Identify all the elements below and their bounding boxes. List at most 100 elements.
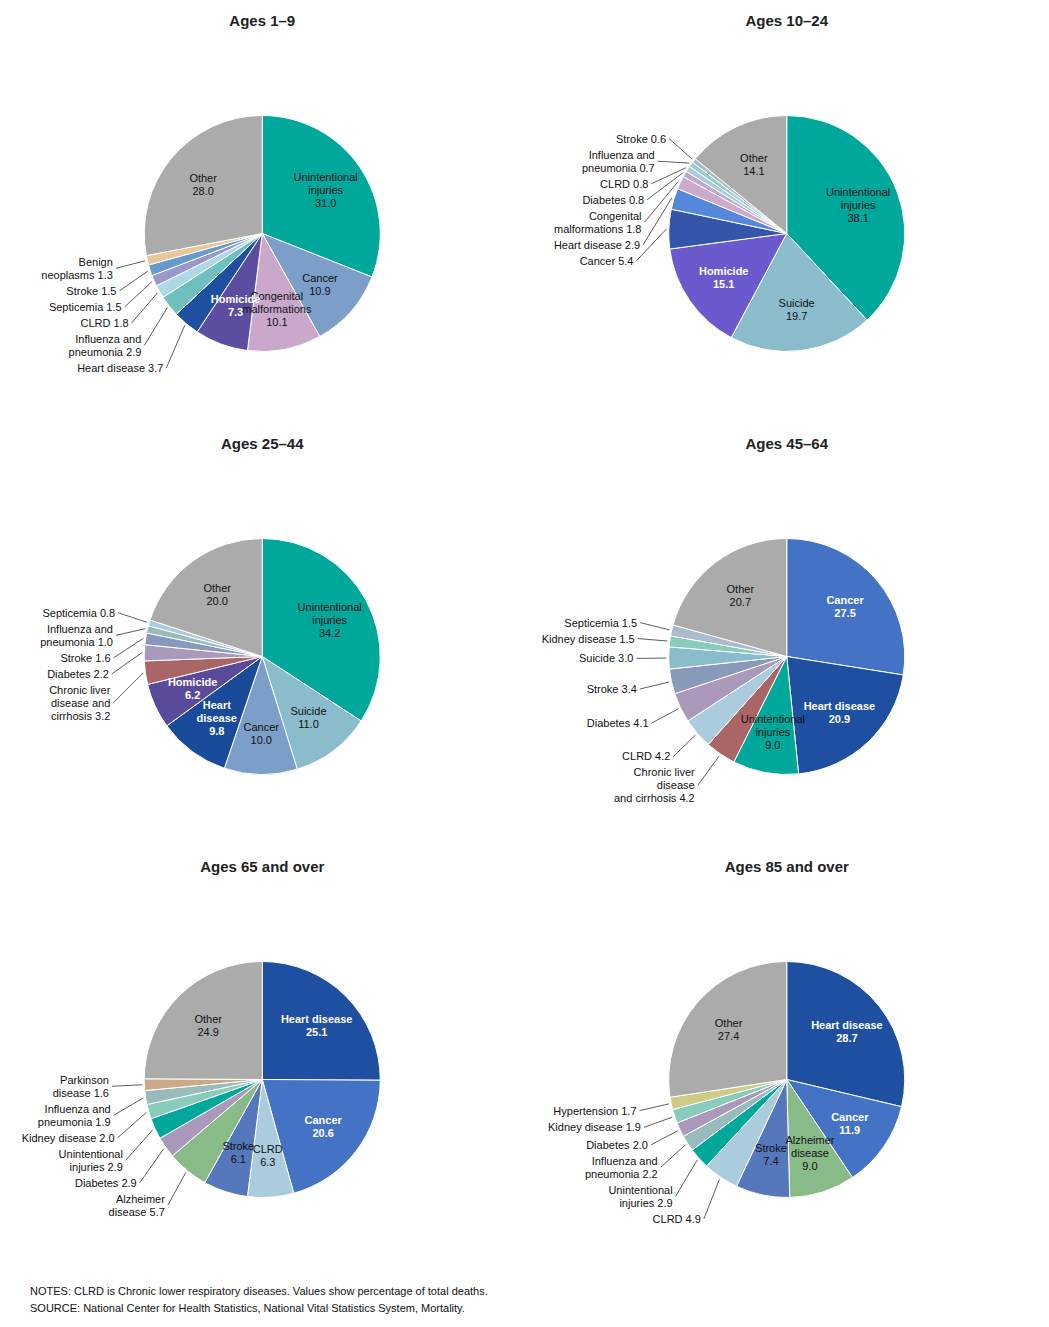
outside-label: CLRD 1.8 xyxy=(80,317,128,329)
leader-line xyxy=(114,1098,144,1115)
label-value: 7.3 xyxy=(228,306,243,318)
label-value: 3.7 xyxy=(145,362,163,374)
label-name: CLRD xyxy=(622,750,652,762)
slices xyxy=(669,116,905,352)
outside-label: Diabetes 0.8 xyxy=(582,194,644,206)
pie-chart: Ages 1–9Unintentionalinjuries31.0Cancer1… xyxy=(41,12,380,374)
inside-label: Unintentionalinjuries9.0 xyxy=(741,713,805,751)
leader-line xyxy=(118,613,147,622)
label-name: pneumonia xyxy=(69,346,124,358)
label-value: 4.2 xyxy=(676,792,694,804)
label-value: 2.9 xyxy=(622,239,640,251)
label-name: injuries xyxy=(841,199,876,211)
inside-label: Heartdisease9.8 xyxy=(197,699,237,737)
label-name: Septicemia xyxy=(42,607,97,619)
leader-line xyxy=(166,326,184,368)
label-value: 0.8 xyxy=(97,607,115,619)
label-name: Other xyxy=(203,582,231,594)
inside-label: Unintentionalinjuries34.2 xyxy=(298,601,362,639)
label-line: injuries 2.9 xyxy=(619,1197,672,1209)
pie-slice xyxy=(669,962,787,1098)
leader-line xyxy=(126,1130,153,1161)
label-line: Stroke 1.5 xyxy=(66,285,116,297)
label-line: Diabetes 2.2 xyxy=(47,668,109,680)
label-name: Unintentional xyxy=(741,713,805,725)
label-line: Heart disease 2.9 xyxy=(554,239,640,251)
label-name: Diabetes xyxy=(587,717,631,729)
label-name: Cancer xyxy=(305,1114,343,1126)
label-line: Unintentional xyxy=(608,1184,672,1196)
label-value: 15.1 xyxy=(713,278,734,290)
label-name: Stroke xyxy=(616,133,648,145)
label-value: 10.9 xyxy=(309,285,330,297)
outside-label: CLRD 4.2 xyxy=(622,750,670,762)
label-name: Alzheimer xyxy=(786,1134,835,1146)
label-value: 6.3 xyxy=(260,1156,275,1168)
label-value: 2.2 xyxy=(639,1168,657,1180)
outside-label: Kidney disease 1.9 xyxy=(548,1121,641,1133)
label-name: disease xyxy=(657,779,695,791)
leader-line xyxy=(144,308,167,346)
label-name: Heart disease xyxy=(554,239,622,251)
outside-label: Diabetes 4.1 xyxy=(587,717,649,729)
label-value: 10.1 xyxy=(266,316,287,328)
label-name: Diabetes xyxy=(582,194,626,206)
leader-line xyxy=(120,271,148,291)
inside-label: Heart disease25.1 xyxy=(281,1013,353,1038)
pie-chart: Ages 65 and overHeart disease25.1Cancer2… xyxy=(22,858,381,1218)
inside-label: Other24.9 xyxy=(194,1013,222,1038)
leader-line xyxy=(636,229,666,261)
label-name: Septicemia xyxy=(564,617,619,629)
label-line: disease 1.6 xyxy=(53,1087,109,1099)
label-line: CLRD 4.2 xyxy=(622,750,670,762)
pie-slice xyxy=(144,962,262,1080)
inside-label: Homicide7.3 xyxy=(211,293,261,318)
label-value: 1.5 xyxy=(619,617,637,629)
label-line: Congenital xyxy=(589,210,642,222)
label-name: disease xyxy=(109,1206,147,1218)
pie-slice xyxy=(262,962,380,1081)
label-value: 2.9 xyxy=(118,1177,136,1189)
label-name: Diabetes xyxy=(75,1177,119,1189)
label-name: CLRD xyxy=(653,1213,683,1225)
label-value: 27.5 xyxy=(834,607,855,619)
outside-label: Influenza andpneumonia 1.9 xyxy=(38,1103,111,1128)
chart-title: Ages 85 and over xyxy=(725,858,849,875)
leader-line xyxy=(647,173,683,200)
outside-label: Stroke 0.6 xyxy=(616,133,666,145)
label-value: 1.8 xyxy=(110,317,128,329)
outside-label: Congenitalmalformations 1.8 xyxy=(554,210,641,235)
outside-label: Stroke 1.5 xyxy=(66,285,116,297)
label-name: injuries xyxy=(308,184,343,196)
leader-line xyxy=(640,682,669,689)
label-value: 20.6 xyxy=(312,1127,333,1139)
label-name: Other xyxy=(740,152,768,164)
label-name: Cancer xyxy=(831,1111,869,1123)
inside-label: Other28.0 xyxy=(189,172,217,197)
label-value: 10.0 xyxy=(251,734,272,746)
outside-label: Influenza andpneumonia 2.2 xyxy=(585,1155,658,1180)
label-line: Heart disease 3.7 xyxy=(77,362,163,374)
label-line: Diabetes 4.1 xyxy=(587,717,649,729)
label-value: 1.9 xyxy=(623,1121,641,1133)
slice-labels: Unintentionalinjuries31.0Cancer10.9Conge… xyxy=(41,171,357,373)
label-line: Cancer 5.4 xyxy=(580,255,634,267)
label-value: 14.1 xyxy=(743,165,764,177)
leader-line xyxy=(651,168,686,184)
label-name: and cirrhosis xyxy=(614,792,677,804)
inside-label: Heart disease28.7 xyxy=(811,1019,883,1044)
outside-label: Stroke 3.4 xyxy=(587,683,637,695)
label-line: Diabetes 2.0 xyxy=(586,1139,648,1151)
label-line: Septicemia 1.5 xyxy=(564,617,637,629)
label-line: Unintentional xyxy=(59,1148,123,1160)
slice-labels: Cancer27.5Heart disease20.9Unintentional… xyxy=(542,583,876,805)
note-text: SOURCE: National Center for Health Stati… xyxy=(30,1302,465,1314)
label-value: 3.4 xyxy=(618,683,636,695)
inside-label: Homicide6.2 xyxy=(168,676,218,701)
leader-line xyxy=(644,1117,672,1127)
label-name: Influenza and xyxy=(589,149,655,161)
label-value: 1.0 xyxy=(95,636,113,648)
leader-line xyxy=(113,673,143,703)
label-name: Unintentional xyxy=(294,171,358,183)
label-name: Influenza and xyxy=(592,1155,658,1167)
